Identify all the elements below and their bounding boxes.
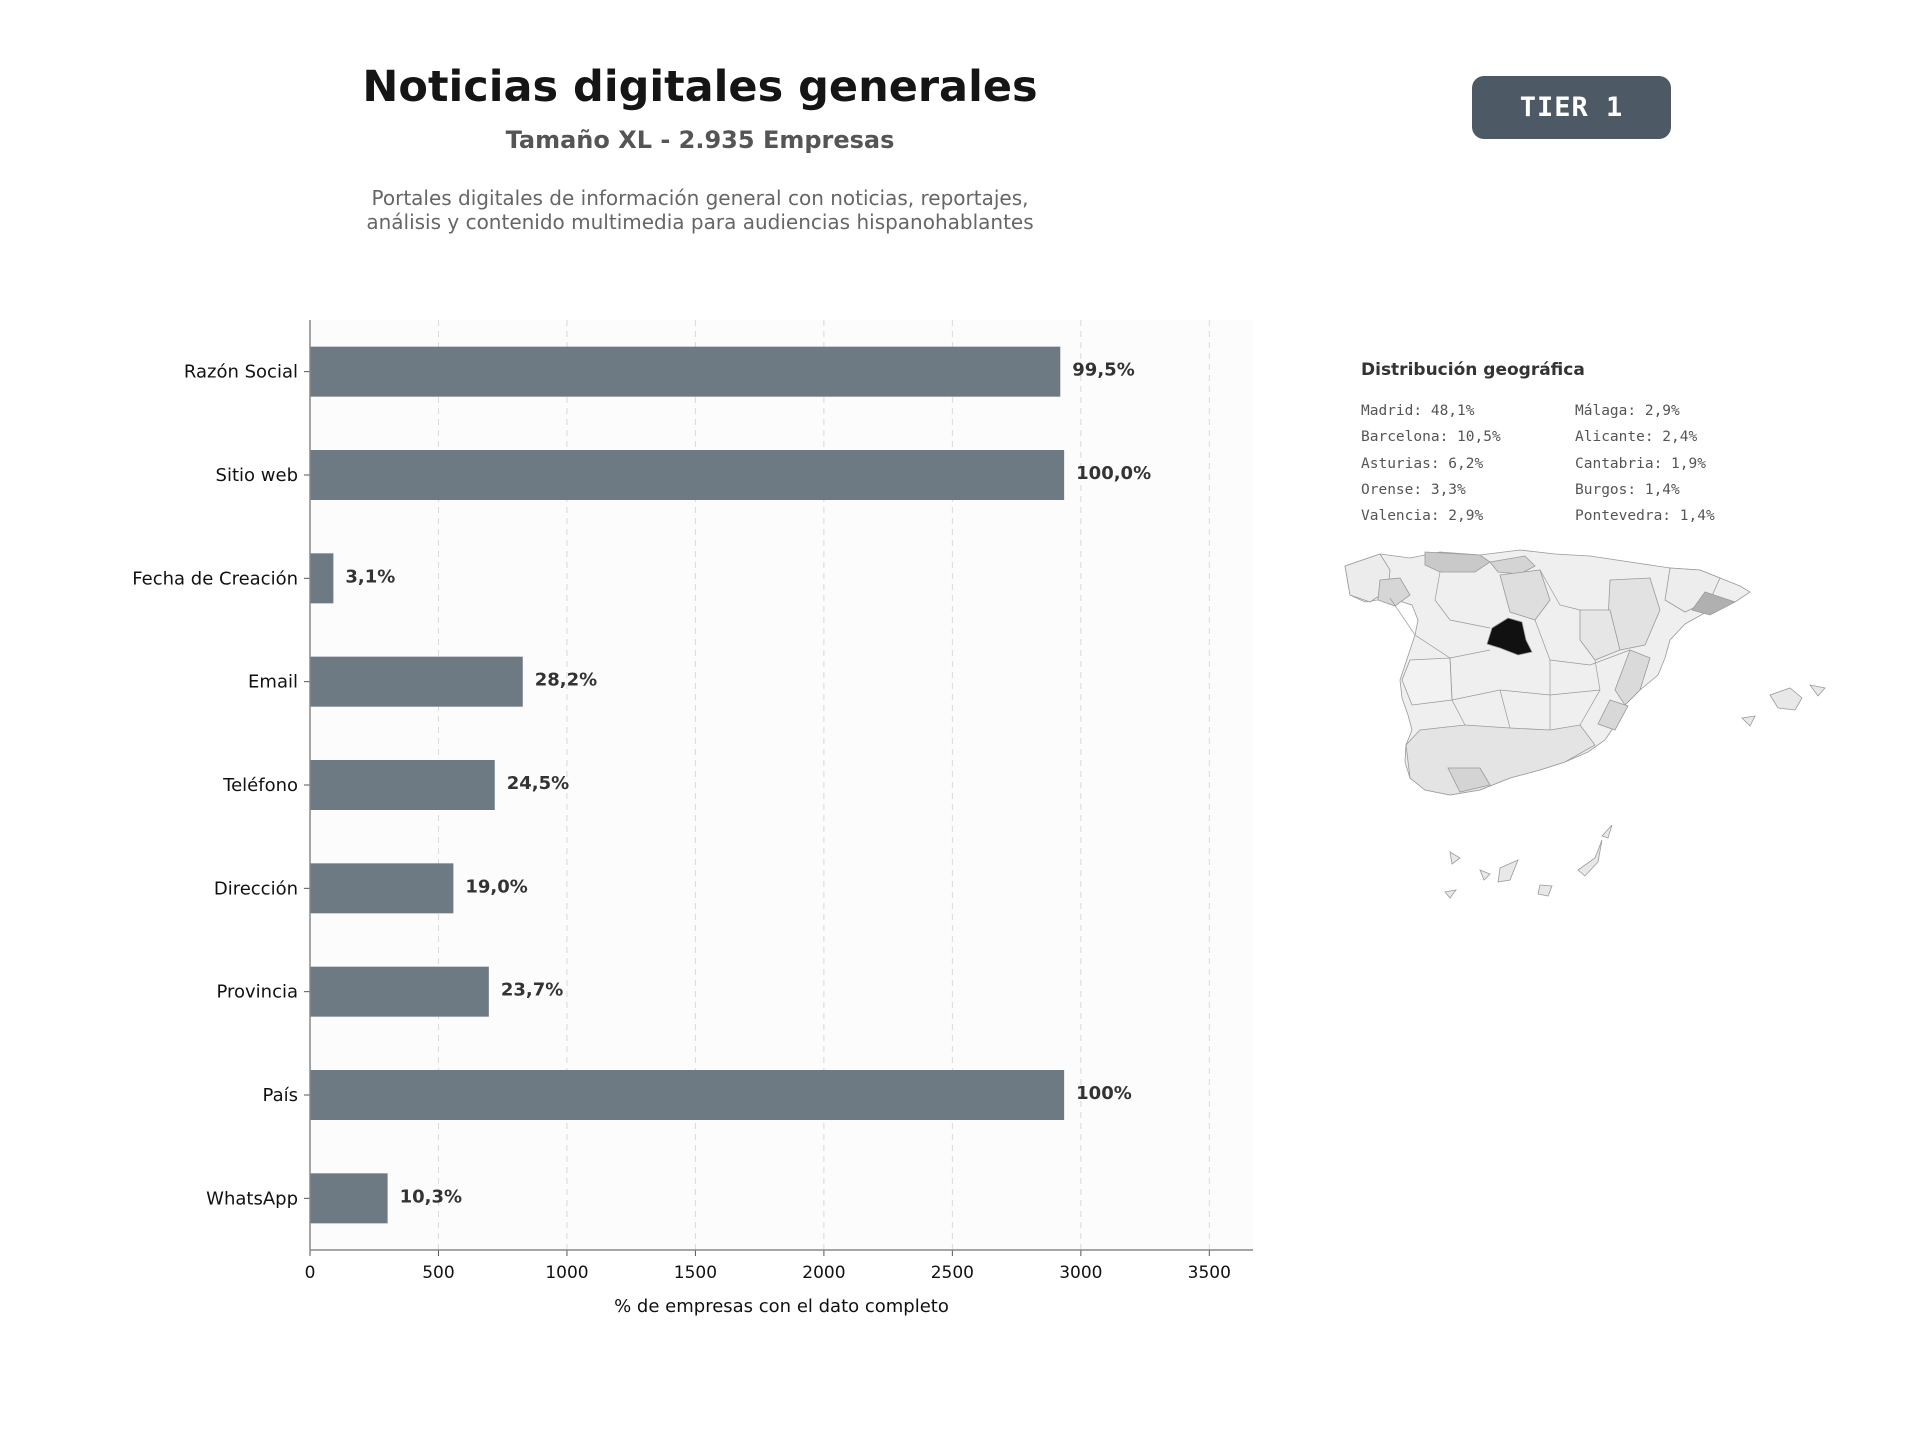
bar [310,760,495,810]
x-tick-label: 0 [305,1263,316,1283]
bar [310,1173,388,1224]
map-region [1424,551,1491,573]
map-region [1537,884,1553,897]
map-region [1579,609,1621,661]
map-region [1769,687,1803,711]
x-axis-label: % de empresas con el dato completo [614,1296,949,1317]
bar [310,863,454,914]
x-tick-label: 2000 [802,1263,845,1283]
page-subtitle: Tamaño XL - 2.935 Empresas [505,126,895,154]
map-region [1377,577,1411,607]
description-line-1: Portales digitales de información genera… [371,186,1029,210]
geo-item: Asturias: 6,2% [1361,455,1484,472]
map-region [1449,851,1461,865]
geo-item: Alicante: 2,4% [1575,429,1698,446]
bar [310,346,1061,397]
data-label: 23,7% [501,980,563,1001]
geo-distribution-title: Distribución geográfica [1361,360,1585,380]
bar [310,966,489,1017]
page-title: Noticias digitales generales [362,62,1038,112]
geo-item: Málaga: 2,9% [1575,403,1680,419]
map-region-madrid [1486,617,1533,656]
geo-item: Madrid: 48,1% [1361,403,1475,419]
data-label: 28,2% [535,670,597,691]
map-region [1489,555,1536,575]
bar [310,450,1065,500]
data-label: 10,3% [400,1186,462,1207]
data-label: 100,0% [1076,463,1151,484]
x-tick-label: 500 [422,1263,454,1283]
map-region [1401,657,1453,706]
description-line-2: análisis y contenido multimedia para aud… [366,210,1034,234]
tier-badge: TIER 1 [1472,76,1671,139]
y-tick-label: Fecha de Creación [132,568,298,589]
y-tick-label: Razón Social [184,362,298,383]
bar-chart: 0 500 1000 1500 2000 2500 3000 3500 Razón Social… [132,320,1253,1317]
y-tick-label: Sitio web [216,465,298,486]
geo-item: Barcelona: 10,5% [1361,429,1501,446]
y-tick-label: Dirección [214,878,298,899]
x-tick-label: 3000 [1059,1263,1102,1283]
y-tick-label: País [263,1085,298,1106]
geo-item: Pontevedra: 1,4% [1575,508,1715,525]
map-region [1597,699,1629,731]
map-region [1577,839,1603,877]
bar [310,553,334,604]
data-label: 99,5% [1072,360,1134,381]
y-tick-label: Provincia [216,982,298,1003]
bar [310,1070,1065,1120]
geo-item: Cantabria: 1,9% [1575,455,1706,472]
geo-item: Burgos: 1,4% [1575,481,1680,498]
map-region [1499,569,1551,621]
data-label: 19,0% [465,876,527,897]
x-tick-label: 3500 [1188,1263,1231,1283]
geo-item: Orense: 3,3% [1361,481,1466,498]
map-region [1601,824,1613,839]
map-region [1809,684,1826,697]
map-region [1444,889,1457,899]
map-region [1479,869,1491,881]
map-region [1691,591,1737,616]
data-label: 24,5% [507,773,569,794]
map-region [1741,715,1756,727]
data-label: 3,1% [345,566,395,587]
data-label: 100% [1076,1083,1132,1104]
y-tick-label: Email [248,672,298,693]
map-region [1614,649,1651,706]
y-tick-label: Teléfono [222,775,298,796]
y-tick-label: WhatsApp [206,1188,298,1209]
map-region [1447,767,1491,793]
map-region [1497,859,1519,883]
geo-distribution-list: Madrid: 48,1% Málaga: 2,9% Barcelona: 10… [1361,398,1761,529]
spain-choropleth-map [1344,549,1826,899]
bar [310,656,523,707]
x-tick-label: 1500 [674,1263,717,1283]
page-description: Portales digitales de información genera… [300,186,1100,234]
x-tick-label: 1000 [545,1263,588,1283]
map-region [1405,724,1596,796]
x-tick-label: 2500 [931,1263,974,1283]
geo-item: Valencia: 2,9% [1361,508,1484,525]
